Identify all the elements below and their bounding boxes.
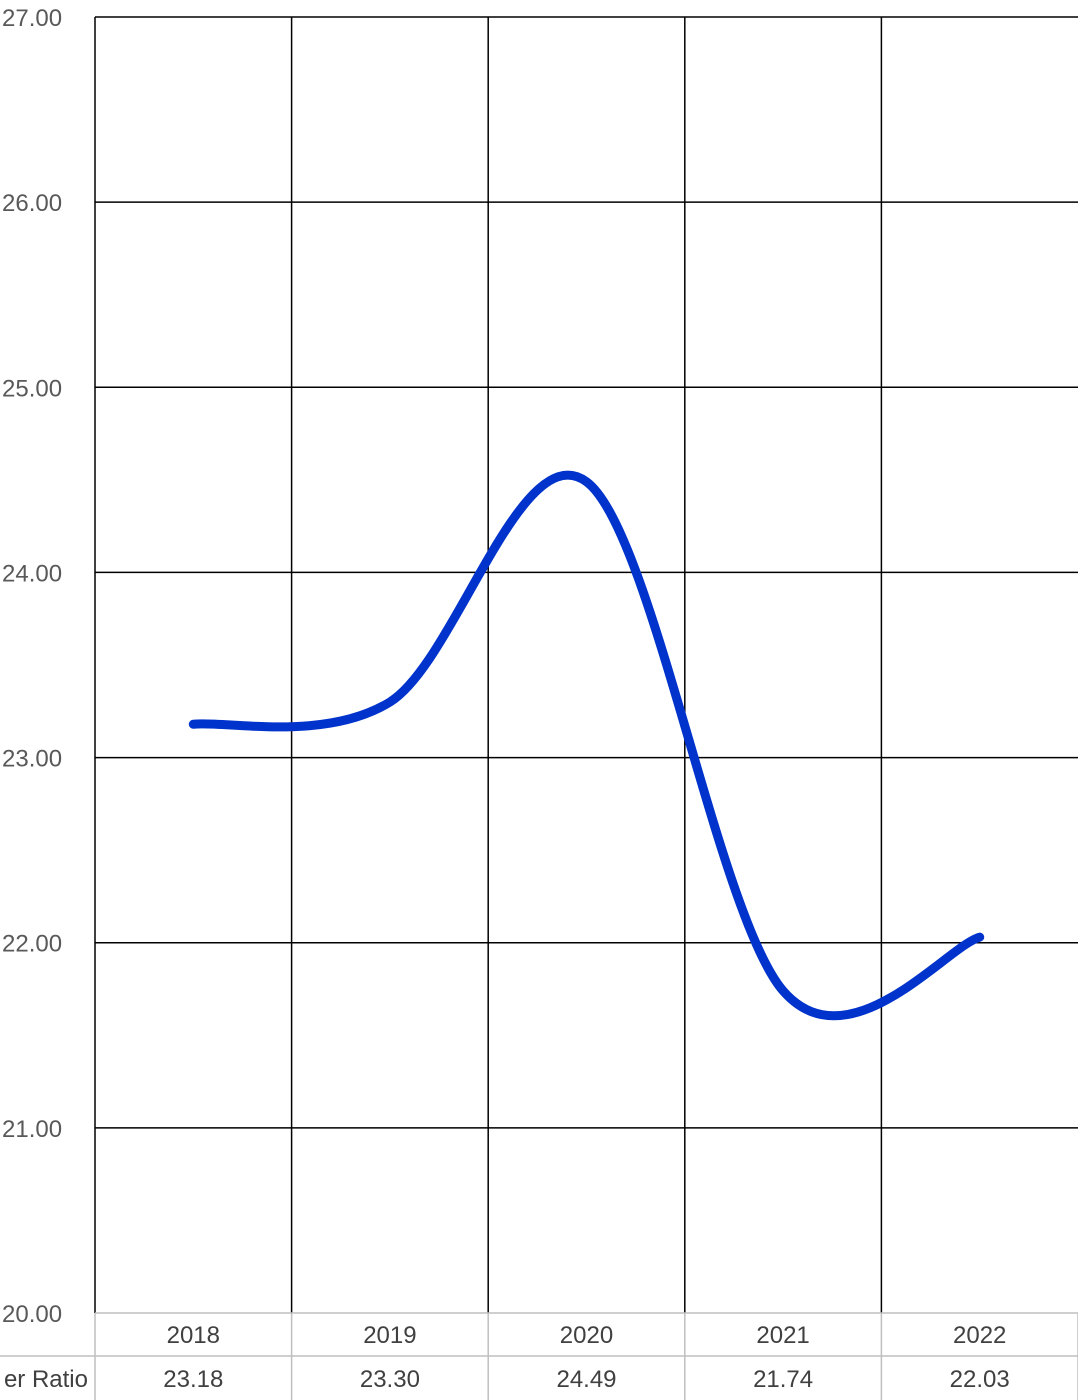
- y-tick-label: 27.00: [2, 5, 62, 32]
- x-tick-label: 2019: [363, 1322, 416, 1349]
- data-label: 21.74: [753, 1366, 813, 1393]
- y-tick-label: 24.00: [2, 560, 62, 587]
- y-tick-label: 23.00: [2, 746, 62, 773]
- x-tick-label: 2018: [167, 1322, 220, 1349]
- data-label: 23.18: [163, 1366, 223, 1393]
- series-name-label: er Ratio: [4, 1366, 88, 1393]
- data-table: 2018 23.18 2019 23.30 2020 24.49 2021 21.74 2022…: [0, 1312, 1078, 1400]
- gridlines: [94, 16, 1078, 1313]
- x-tick-label: 2022: [953, 1322, 1006, 1349]
- series-line: [188, 470, 985, 1021]
- data-label: 23.30: [360, 1366, 420, 1393]
- y-tick-label: 20.00: [2, 1301, 62, 1328]
- data-label: 22.03: [950, 1366, 1010, 1393]
- y-tick-label: 25.00: [2, 375, 62, 402]
- y-axis: 20.00 21.00 22.00 23.00 24.00 25.00 26.00 27.00: [2, 5, 62, 1328]
- y-tick-label: 26.00: [2, 190, 62, 217]
- x-tick-label: 2020: [560, 1322, 613, 1349]
- data-label: 24.49: [556, 1366, 616, 1393]
- y-tick-label: 22.00: [2, 931, 62, 958]
- series-layer: [188, 470, 985, 1021]
- x-tick-label: 2021: [756, 1322, 809, 1349]
- y-tick-label: 21.00: [2, 1116, 62, 1143]
